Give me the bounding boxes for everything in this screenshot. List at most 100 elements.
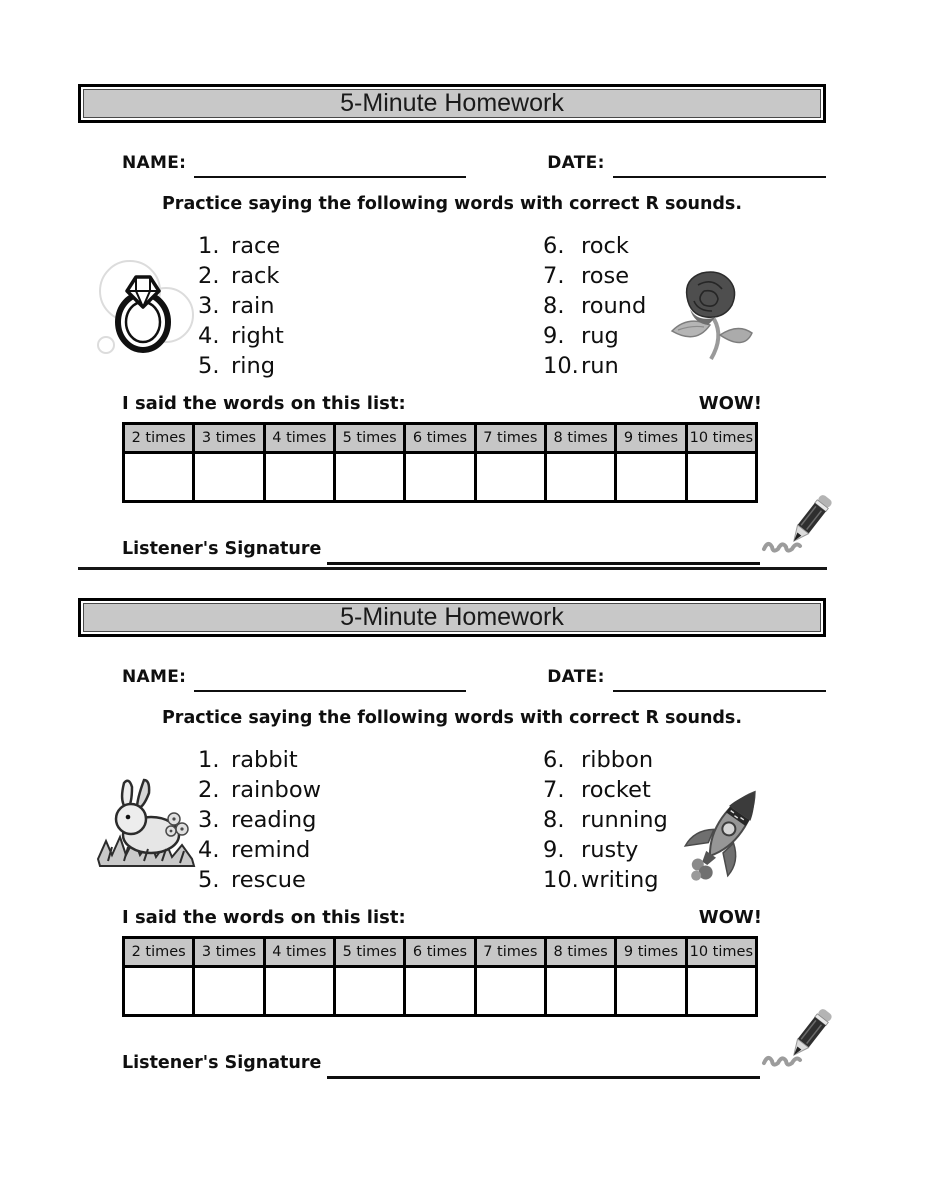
times-header-cell: 3 times bbox=[192, 936, 266, 968]
word-number: 6. bbox=[543, 233, 565, 259]
times-header-cell: 9 times bbox=[614, 422, 688, 454]
pencil-icon bbox=[762, 495, 832, 553]
word-item: 10.run bbox=[543, 351, 646, 381]
signature-blank-line bbox=[327, 1075, 760, 1079]
section-divider bbox=[78, 567, 827, 570]
times-header-cell: 2 times bbox=[121, 422, 196, 454]
times-header-cell: 8 times bbox=[543, 422, 618, 454]
times-header-cell: 9 times bbox=[614, 936, 688, 968]
word-number: 3. bbox=[198, 293, 220, 319]
times-header-cell: 10 times bbox=[684, 422, 759, 454]
times-blank-cell bbox=[121, 451, 196, 503]
word-text: rug bbox=[581, 323, 619, 349]
word-text: running bbox=[581, 807, 668, 833]
said-label: I said the words on this list: bbox=[122, 393, 406, 414]
times-blank-cell bbox=[192, 451, 266, 503]
word-text: run bbox=[581, 353, 619, 379]
word-number: 5. bbox=[198, 353, 220, 379]
times-blank-cell bbox=[332, 451, 407, 503]
word-item: 8. round bbox=[543, 291, 646, 321]
word-number: 6. bbox=[543, 747, 565, 773]
word-text: remind bbox=[231, 837, 311, 863]
name-date-row: NAME: DATE: bbox=[78, 149, 826, 178]
name-label: NAME: bbox=[122, 153, 187, 173]
times-header-cell: 6 times bbox=[403, 936, 477, 968]
word-item: 4. remind bbox=[198, 835, 321, 865]
word-text: rain bbox=[231, 293, 275, 319]
signature-row: Listener's Signature bbox=[78, 495, 832, 565]
times-blank-cell bbox=[543, 451, 618, 503]
word-item: 7. rocket bbox=[543, 775, 668, 805]
word-item: 6. rock bbox=[543, 231, 646, 261]
page-title: 5-Minute Homework bbox=[83, 603, 821, 632]
times-blank-cell bbox=[403, 965, 477, 1017]
rocket-icon bbox=[683, 790, 756, 881]
wow-label: WOW! bbox=[698, 907, 762, 928]
word-number: 3. bbox=[198, 807, 220, 833]
times-header-cell: 7 times bbox=[473, 936, 547, 968]
word-text: rabbit bbox=[231, 747, 298, 773]
word-list-left: 1. race 2. rack 3. rain 4. right 5. ring bbox=[198, 231, 284, 381]
times-blank-cell bbox=[614, 965, 688, 1017]
word-number: 7. bbox=[543, 263, 565, 289]
page-title: 5-Minute Homework bbox=[83, 89, 821, 118]
word-item: 5. ring bbox=[198, 351, 284, 381]
word-item: 3. reading bbox=[198, 805, 321, 835]
word-item: 4. right bbox=[198, 321, 284, 351]
word-text: race bbox=[231, 233, 281, 259]
title-bar: 5-Minute Homework bbox=[78, 84, 826, 123]
times-header-cell: 6 times bbox=[403, 422, 477, 454]
word-item: 8. running bbox=[543, 805, 668, 835]
word-number: 10. bbox=[543, 867, 579, 893]
word-item: 5. rescue bbox=[198, 865, 321, 895]
signature-label: Listener's Signature bbox=[122, 539, 322, 559]
times-header-cell: 8 times bbox=[543, 936, 618, 968]
times-header-cell: 4 times bbox=[262, 422, 336, 454]
word-list-area: 1. rabbit 2. rainbow 3. reading 4. remind 5.… bbox=[78, 743, 826, 901]
said-row: I said the words on this list: WOW! bbox=[78, 907, 826, 928]
said-label: I said the words on this list: bbox=[122, 907, 406, 928]
word-text: ribbon bbox=[581, 747, 654, 773]
word-item: 2. rainbow bbox=[198, 775, 321, 805]
rose-icon bbox=[670, 271, 753, 361]
times-header-cell: 7 times bbox=[473, 422, 547, 454]
word-list-left: 1. rabbit 2. rainbow 3. reading 4. remind 5.… bbox=[198, 745, 321, 895]
word-number: 4. bbox=[198, 837, 220, 863]
times-blank-cell bbox=[332, 965, 407, 1017]
word-text: rack bbox=[231, 263, 280, 289]
times-blank-cell bbox=[192, 965, 266, 1017]
signature-row: Listener's Signature bbox=[78, 1009, 832, 1079]
date-blank-line bbox=[612, 175, 826, 178]
said-row: I said the words on this list: WOW! bbox=[78, 393, 826, 414]
homework-section-1: 5-Minute Homework NAME: DATE: Practice s… bbox=[78, 84, 832, 565]
word-list-area: 1. race 2. rack 3. rain 4. right 5. ring 6. ro… bbox=[78, 229, 826, 387]
times-blank-cell bbox=[262, 451, 336, 503]
times-blank-cell bbox=[473, 451, 547, 503]
word-text: rainbow bbox=[231, 777, 321, 803]
word-number: 2. bbox=[198, 263, 220, 289]
word-text: writing bbox=[581, 867, 659, 893]
word-number: 7. bbox=[543, 777, 565, 803]
word-text: rock bbox=[581, 233, 629, 259]
word-text: round bbox=[581, 293, 647, 319]
times-blank-row bbox=[121, 451, 759, 503]
word-item: 2. rack bbox=[198, 261, 284, 291]
instruction-text: Practice saying the following words with… bbox=[161, 194, 742, 214]
word-number: 1. bbox=[198, 747, 220, 773]
name-date-row: NAME: DATE: bbox=[78, 663, 826, 692]
times-header-cell: 4 times bbox=[262, 936, 336, 968]
word-number: 10. bbox=[543, 353, 579, 379]
word-text: reading bbox=[231, 807, 317, 833]
date-label: DATE: bbox=[547, 153, 605, 173]
times-header-cell: 5 times bbox=[332, 936, 407, 968]
word-number: 9. bbox=[543, 837, 565, 863]
word-list-right: 6. ribbon 7. rocket 8. running 9. rusty 10.w… bbox=[543, 745, 668, 895]
date-label: DATE: bbox=[547, 667, 605, 687]
name-blank-line bbox=[194, 175, 467, 178]
times-header-cell: 5 times bbox=[332, 422, 407, 454]
word-number: 9. bbox=[543, 323, 565, 349]
word-list-right: 6. rock 7. rose 8. round 9. rug 10.run bbox=[543, 231, 646, 381]
times-table: 2 times 3 times 4 times 5 times 6 times … bbox=[121, 422, 759, 503]
word-number: 8. bbox=[543, 293, 565, 319]
word-text: rusty bbox=[581, 837, 639, 863]
